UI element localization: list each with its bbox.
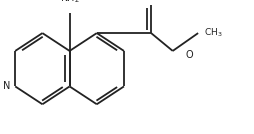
Text: NH$_2$: NH$_2$: [60, 0, 80, 5]
Text: O: O: [185, 50, 193, 60]
Text: CH$_3$: CH$_3$: [204, 27, 222, 39]
Text: N: N: [3, 81, 10, 91]
